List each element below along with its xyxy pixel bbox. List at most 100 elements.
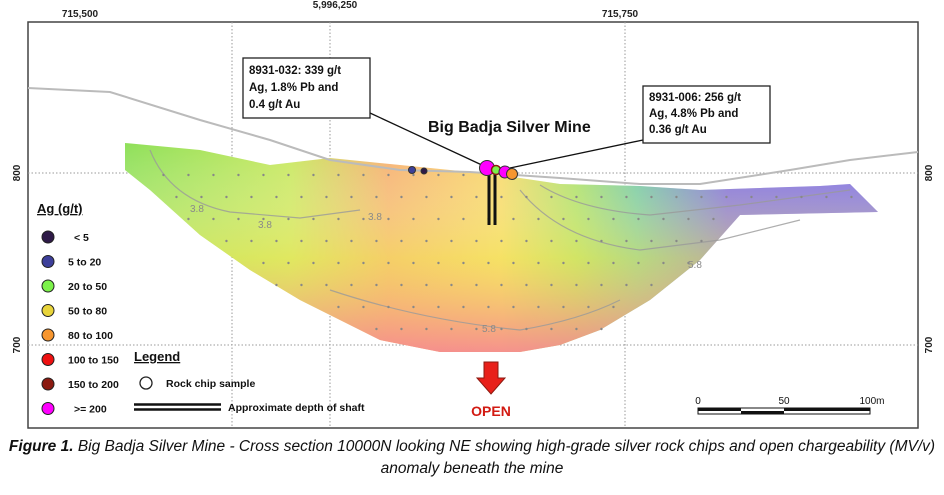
contour-label: 5.8 — [482, 324, 496, 335]
survey-point — [650, 195, 653, 199]
survey-point — [487, 305, 490, 309]
survey-point — [412, 217, 415, 221]
survey-point — [237, 217, 240, 221]
survey-point — [362, 217, 365, 221]
survey-point — [337, 305, 340, 309]
figure-caption: Figure 1. Big Badja Silver Mine - Cross … — [0, 436, 944, 480]
survey-point — [512, 305, 515, 309]
survey-point — [462, 173, 465, 177]
survey-point — [475, 283, 478, 287]
survey-point — [325, 239, 328, 243]
survey-point — [212, 173, 215, 177]
survey-point — [587, 217, 590, 221]
sample-point — [408, 166, 416, 174]
survey-point — [437, 261, 440, 265]
ag-legend-swatch — [41, 255, 55, 268]
survey-point — [650, 283, 653, 287]
rock-chip-samples — [408, 160, 518, 180]
survey-point — [500, 195, 503, 199]
ag-legend-swatch — [41, 230, 55, 244]
tick-label-right: 800 — [924, 164, 935, 181]
survey-point — [587, 305, 590, 309]
survey-point — [400, 195, 403, 199]
ag-legend-swatch — [41, 279, 55, 293]
survey-point — [512, 217, 515, 221]
survey-point — [612, 261, 615, 265]
survey-point — [250, 195, 253, 199]
contour-label: 3.8 — [190, 204, 204, 215]
survey-point — [462, 261, 465, 265]
survey-point — [600, 283, 603, 287]
callout-leader — [509, 139, 644, 169]
ag-legend-swatch — [41, 328, 55, 342]
survey-point — [325, 195, 328, 199]
survey-point — [450, 283, 453, 287]
survey-point — [450, 327, 453, 331]
ag-legend-swatch — [41, 377, 55, 391]
survey-point — [562, 305, 565, 309]
survey-point — [675, 195, 678, 199]
survey-point — [400, 239, 403, 243]
survey-point — [587, 261, 590, 265]
survey-point — [700, 195, 703, 199]
survey-point — [500, 283, 503, 287]
survey-point — [312, 173, 315, 177]
survey-point — [700, 239, 703, 243]
survey-point — [275, 283, 278, 287]
ag-legend-label: 150 to 200 — [68, 379, 119, 391]
survey-point — [550, 283, 553, 287]
ag-legend-swatch — [41, 304, 55, 317]
survey-point — [325, 283, 328, 287]
ag-legend-swatch — [41, 402, 55, 415]
survey-point — [337, 261, 340, 265]
scale-label: 0 — [695, 396, 701, 407]
survey-point — [437, 173, 440, 177]
cross-section-diagram: 715,500 5,996,250 715,750 800 700 800 70… — [12, 0, 935, 429]
survey-point — [625, 195, 628, 199]
survey-point — [462, 217, 465, 221]
survey-point — [287, 217, 290, 221]
contour-label: 3.8 — [368, 212, 382, 223]
survey-point — [500, 327, 503, 331]
callout-text: 0.36 g/t Au — [649, 124, 707, 136]
survey-point — [412, 305, 415, 309]
ag-legend: Ag (g/t) < 5 5 to 20 20 to 50 50 to 80 80 to… — [37, 201, 119, 416]
ag-legend-title: Ag (g/t) — [37, 201, 82, 216]
survey-point — [362, 173, 365, 177]
callout-8931-006: 8931-006: 256 g/t Ag, 4.8% Pb and 0.36 g… — [642, 85, 771, 144]
survey-point — [612, 217, 615, 221]
legend-shaft-label: Approximate depth of shaft — [228, 402, 365, 414]
caption-text: Big Badja Silver Mine - Cross section 10… — [73, 438, 936, 477]
survey-point — [200, 195, 203, 199]
survey-point — [550, 195, 553, 199]
contour-label: 3.8 — [258, 220, 272, 231]
survey-point — [375, 327, 378, 331]
survey-point — [425, 327, 428, 331]
survey-point — [425, 283, 428, 287]
callout-text: Ag, 1.8% Pb and — [249, 82, 338, 94]
survey-point — [275, 195, 278, 199]
survey-point — [525, 239, 528, 243]
scale-label: 50 — [778, 396, 790, 407]
tick-label-top: 5,996,250 — [313, 0, 358, 11]
ag-legend-label: 100 to 150 — [68, 355, 119, 367]
survey-point — [412, 173, 415, 177]
survey-point — [387, 173, 390, 177]
survey-point — [362, 261, 365, 265]
survey-point — [362, 305, 365, 309]
survey-point — [387, 217, 390, 221]
survey-point — [662, 217, 665, 221]
survey-point — [637, 261, 640, 265]
survey-point — [675, 239, 678, 243]
legend-title: Legend — [134, 349, 180, 364]
contour-label: 5.8 — [688, 260, 702, 271]
chargeability-anomaly: 3.8 3.8 3.8 5.8 5.8 — [125, 143, 878, 352]
sample-point — [420, 167, 428, 175]
survey-point — [400, 327, 403, 331]
survey-point — [850, 195, 853, 199]
survey-point — [425, 195, 428, 199]
callout-text: 8931-006: 256 g/t — [649, 92, 741, 104]
ag-legend-swatch — [41, 353, 55, 366]
survey-point — [437, 217, 440, 221]
survey-point — [600, 195, 603, 199]
